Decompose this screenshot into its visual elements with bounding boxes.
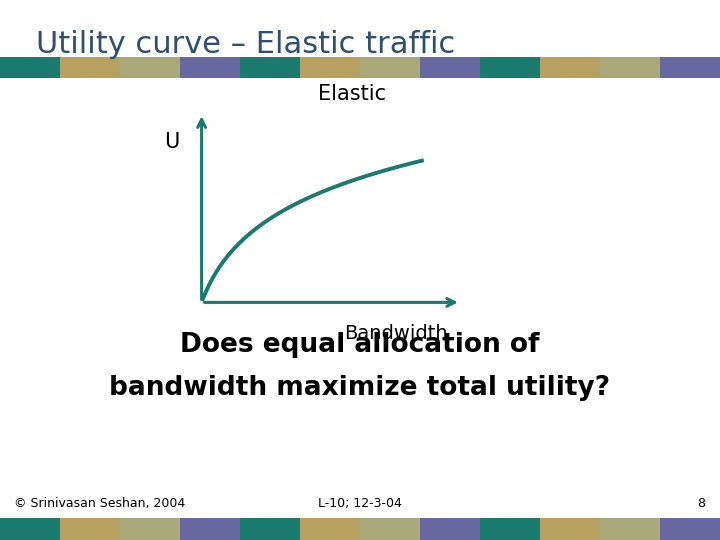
Bar	[240, 518, 300, 540]
Text: 8: 8	[698, 497, 706, 510]
Bar	[480, 518, 540, 540]
Text: Elastic: Elastic	[318, 84, 387, 104]
Bar	[600, 518, 660, 540]
Bar	[60, 518, 120, 540]
Bar	[480, 57, 540, 78]
Bar	[600, 57, 660, 78]
Bar	[360, 518, 420, 540]
Text: U: U	[165, 132, 180, 152]
Bar	[180, 518, 240, 540]
Bar	[540, 518, 600, 540]
Bar	[540, 57, 600, 78]
Text: Utility curve – Elastic traffic: Utility curve – Elastic traffic	[36, 30, 455, 59]
Bar	[360, 57, 420, 78]
Text: bandwidth maximize total utility?: bandwidth maximize total utility?	[109, 375, 611, 401]
Text: L-10; 12-3-04: L-10; 12-3-04	[318, 497, 402, 510]
Bar	[420, 57, 480, 78]
Bar	[120, 518, 180, 540]
Bar	[660, 518, 720, 540]
Text: Does equal allocation of: Does equal allocation of	[180, 332, 540, 358]
Bar	[180, 57, 240, 78]
Text: © Srinivasan Seshan, 2004: © Srinivasan Seshan, 2004	[14, 497, 186, 510]
Bar	[0, 518, 60, 540]
Bar	[120, 57, 180, 78]
Bar	[240, 57, 300, 78]
Bar	[0, 57, 60, 78]
Bar	[300, 57, 360, 78]
Bar	[60, 57, 120, 78]
Bar	[660, 57, 720, 78]
Bar	[300, 518, 360, 540]
Bar	[420, 518, 480, 540]
Text: Bandwidth: Bandwidth	[344, 324, 448, 343]
